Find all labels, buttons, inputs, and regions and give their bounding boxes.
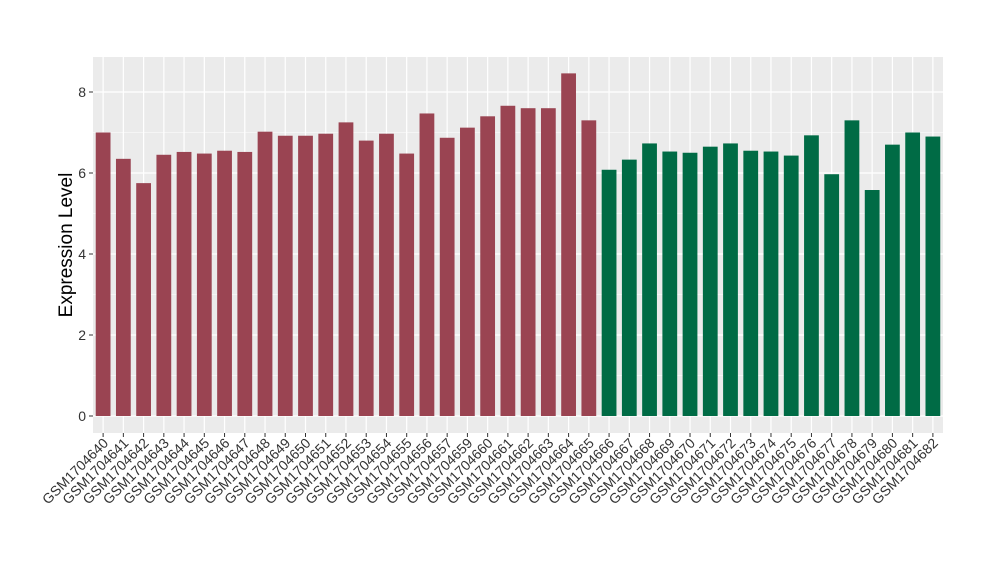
y-tick-label: 4 [78,246,86,262]
bar [176,151,192,416]
bar [824,174,840,416]
bar [156,154,172,416]
y-axis: 0 2 4 6 8 [78,84,93,424]
bar [621,159,637,416]
bar [115,158,131,416]
bar [601,169,617,416]
bar [905,132,921,416]
bar [237,151,253,416]
bar [480,116,496,417]
y-tick-label: 2 [78,327,86,343]
bar [439,137,455,416]
bar [379,133,394,416]
bar [318,133,334,416]
bar [298,135,313,417]
bar [662,151,678,416]
bar [804,135,819,416]
bar [399,153,415,416]
bar [743,150,759,416]
bar [277,135,293,417]
bar [500,105,516,417]
bar [460,127,475,416]
bar [864,190,880,416]
bar [561,73,576,417]
bar [783,155,799,416]
bar [763,151,779,416]
x-axis: GSM1704640GSM1704641GSM1704642GSM1704643… [39,433,941,507]
bar [540,108,556,416]
bar [338,122,354,416]
bar [136,183,151,416]
bar [520,108,536,416]
y-tick-label: 8 [78,84,86,100]
bar [95,132,111,416]
bar [217,150,232,416]
bar [844,120,860,416]
y-axis-title: Expression Level [56,173,77,318]
plot-panel [93,57,943,433]
y-tick-label: 0 [78,408,86,424]
bar [419,113,435,416]
y-tick-label: 6 [78,165,86,181]
bar [642,143,657,416]
bar [723,143,738,416]
bar [885,144,900,416]
bar [702,146,718,417]
bar [196,153,212,416]
bars [95,73,941,417]
bar [358,140,374,416]
bar [581,120,597,416]
bar [257,131,273,416]
bar [682,152,698,416]
bar [925,136,941,417]
